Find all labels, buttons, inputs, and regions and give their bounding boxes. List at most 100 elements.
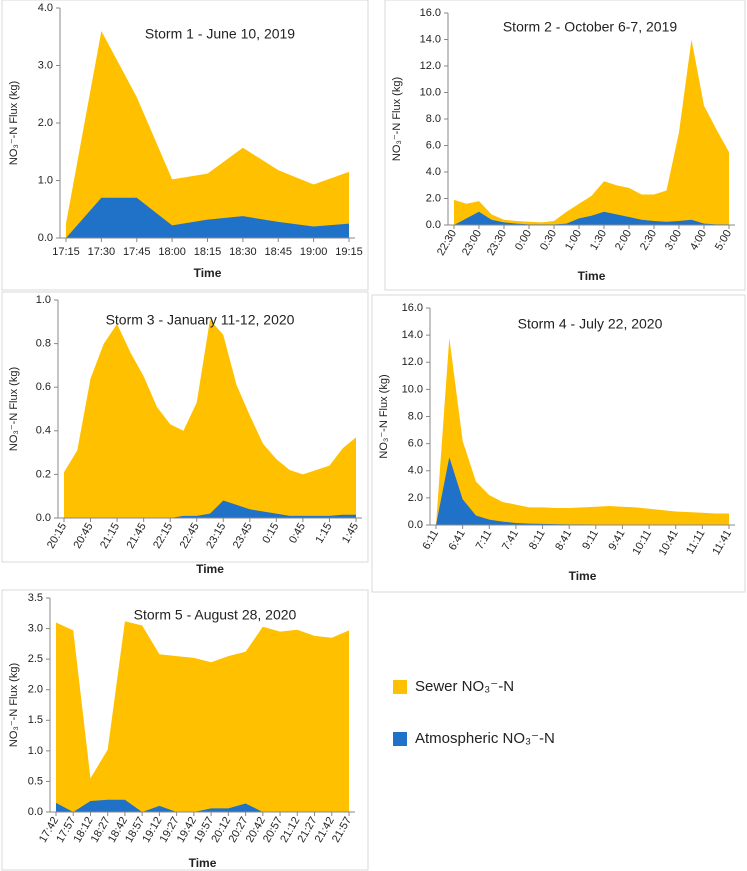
y-tick-label: 16.0 — [402, 302, 423, 314]
y-tick-label: 0.2 — [36, 468, 51, 480]
area — [66, 31, 349, 238]
legend-swatch — [393, 732, 407, 746]
area — [64, 500, 356, 518]
chart-panel — [384, 0, 746, 291]
x-tick-label: 21:45 — [125, 521, 149, 551]
x-tick-label: 22:15 — [151, 521, 175, 551]
area — [454, 39, 729, 225]
y-tick-label: 4.0 — [408, 465, 423, 477]
x-tick-label: 8:11 — [527, 528, 548, 552]
area — [64, 319, 356, 518]
legend-label: Atmospheric NO₃⁻-N — [415, 730, 555, 747]
y-tick-label: 8.0 — [426, 113, 441, 125]
x-tick-label: 22:30 — [435, 228, 459, 258]
y-tick-label: 8.0 — [408, 410, 423, 422]
x-tick-label: 7:11 — [474, 528, 495, 552]
chart-panel — [1, 291, 369, 563]
y-tick-label: 2.5 — [28, 653, 43, 665]
x-tick-label: 18:00 — [158, 246, 186, 258]
chart-title: Storm 1 - June 10, 2019 — [145, 26, 295, 42]
y-tick-label: 0.0 — [36, 512, 51, 524]
y-tick-label: 3.0 — [28, 622, 43, 634]
x-tick-label: 1:30 — [588, 228, 609, 253]
x-tick-label: 0:30 — [538, 228, 559, 253]
x-tick-label: 9:41 — [606, 528, 627, 553]
x-tick-label: 19:15 — [335, 246, 363, 258]
y-tick-label: 10.0 — [420, 86, 441, 98]
y-tick-label: 0.8 — [36, 338, 51, 350]
x-tick-label: 10:41 — [657, 528, 681, 558]
x-tick-label: 18:15 — [194, 246, 222, 258]
chart-panel — [1, 0, 369, 291]
x-axis-title: Time — [196, 562, 224, 576]
y-tick-label: 0.6 — [36, 381, 51, 393]
x-tick-label: 18:30 — [229, 246, 257, 258]
y-tick-label: 3.5 — [28, 592, 43, 604]
area — [436, 457, 729, 525]
y-tick-label: 1.0 — [38, 174, 53, 186]
x-tick-label: 6:41 — [447, 528, 468, 553]
y-tick-label: 2.0 — [408, 492, 423, 504]
x-tick-label: 1:45 — [340, 521, 361, 546]
chart-title: Storm 5 - August 28, 2020 — [134, 607, 297, 623]
x-tick-label: 17:45 — [123, 246, 151, 258]
y-tick-label: 16.0 — [420, 7, 441, 19]
area — [454, 211, 729, 225]
area — [66, 197, 349, 238]
x-tick-label: 0:45 — [287, 521, 308, 546]
y-tick-label: 6.0 — [426, 139, 441, 151]
y-tick-label: 1.0 — [36, 294, 51, 306]
x-tick-label: 8:41 — [553, 528, 574, 553]
x-tick-label: 0:15 — [260, 521, 281, 546]
y-tick-label: 6.0 — [408, 438, 423, 450]
x-tick-label: 1:00 — [563, 228, 584, 253]
x-tick-label: 23:15 — [204, 521, 228, 551]
y-tick-label: 1.0 — [28, 745, 43, 757]
x-tick-label: 11:11 — [684, 528, 707, 556]
x-tick-label: 7:41 — [500, 528, 521, 553]
y-tick-label: 0.0 — [28, 806, 43, 818]
y-tick-label: 0.0 — [38, 232, 53, 244]
x-tick-label: 4:00 — [688, 228, 709, 253]
y-tick-label: 0.5 — [28, 775, 43, 787]
x-axis-title: Time — [189, 856, 217, 870]
y-tick-label: 1.5 — [28, 714, 43, 726]
chart-title: Storm 4 - July 22, 2020 — [518, 316, 663, 332]
x-tick-label: 20:45 — [72, 521, 96, 551]
x-tick-label: 23:30 — [485, 228, 509, 258]
x-tick-label: 23:45 — [231, 521, 255, 551]
x-tick-label: 20:15 — [45, 521, 69, 551]
y-tick-label: 4.0 — [38, 2, 53, 14]
y-axis-title: NO₃⁻-N Flux (kg) — [391, 77, 403, 161]
x-tick-label: 6:11 — [420, 528, 441, 552]
x-tick-label: 1:15 — [313, 521, 334, 546]
x-tick-label: 3:00 — [663, 228, 684, 253]
x-tick-label: 19:00 — [300, 246, 328, 258]
x-tick-label: 22:45 — [178, 521, 202, 551]
x-tick-label: 21:15 — [98, 521, 122, 551]
area — [436, 337, 729, 525]
x-tick-label: 2:00 — [613, 228, 634, 253]
y-axis-title: NO₃⁻-N Flux (kg) — [378, 374, 390, 458]
y-tick-label: 0.0 — [408, 519, 423, 531]
y-tick-label: 2.0 — [38, 117, 53, 129]
chart-panel — [1, 589, 369, 871]
y-tick-label: 0.4 — [36, 425, 51, 437]
y-tick-label: 10.0 — [402, 383, 423, 395]
x-tick-label: 10:11 — [630, 528, 654, 557]
x-axis-title: Time — [569, 569, 597, 583]
y-tick-label: 0.0 — [426, 219, 441, 231]
y-tick-label: 4.0 — [426, 166, 441, 178]
x-tick-label: 2:30 — [638, 228, 659, 253]
x-tick-label: 0:00 — [513, 228, 534, 253]
y-tick-label: 3.0 — [38, 59, 53, 71]
y-axis-title: NO₃⁻-N Flux (kg) — [8, 367, 20, 451]
x-tick-label: 18:45 — [264, 246, 292, 258]
chart-panel — [371, 294, 746, 593]
area — [56, 799, 349, 812]
y-tick-label: 14.0 — [420, 33, 441, 45]
legend-swatch — [393, 680, 407, 694]
x-axis-title: Time — [194, 266, 222, 280]
y-tick-label: 14.0 — [402, 329, 423, 341]
